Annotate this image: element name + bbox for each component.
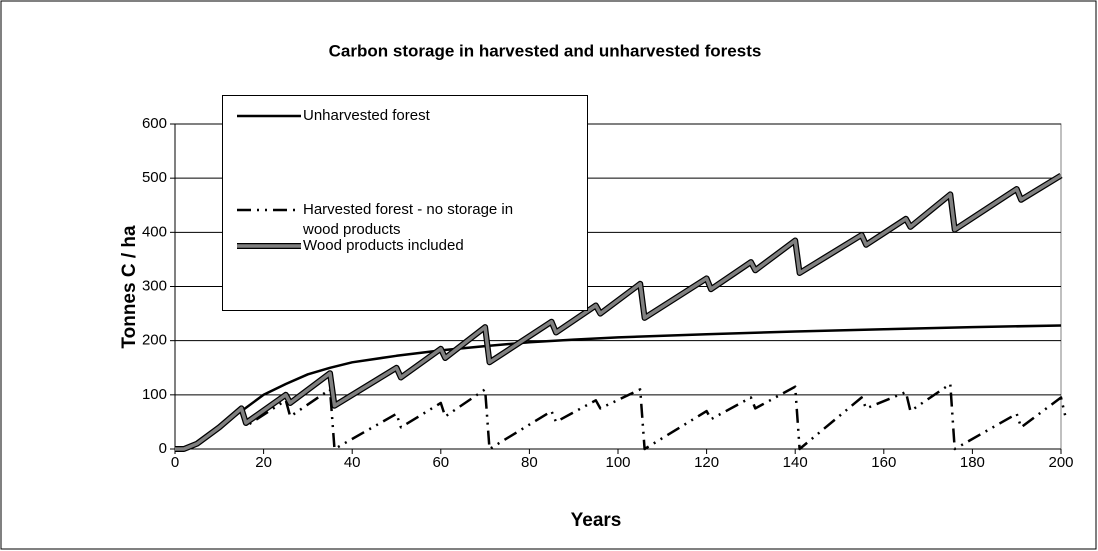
chart-title: Carbon storage in harvested and unharves… (329, 41, 762, 60)
x-tick-label: 100 (605, 454, 630, 471)
legend-label: Unharvested forest (303, 107, 430, 124)
x-tick-label: 60 (432, 454, 449, 471)
legend-swatch (237, 243, 301, 249)
y-tick-label: 100 (142, 386, 167, 403)
y-tick-label: 500 (142, 169, 167, 186)
legend-swatch (237, 114, 301, 118)
x-tick-label: 140 (783, 454, 808, 471)
x-tick-label: 160 (871, 454, 896, 471)
series-line (175, 382, 1067, 451)
legend: Unharvested forest Harvested forest - no … (222, 95, 588, 311)
x-tick-label: 80 (521, 454, 538, 471)
legend-swatch (237, 208, 301, 212)
y-axis-label: Tonnes C / ha (119, 225, 140, 349)
legend-item: Wood products included (233, 236, 553, 256)
x-tick-label: 40 (344, 454, 361, 471)
x-axis-label: Years (571, 510, 622, 531)
series-line (175, 174, 1062, 451)
y-tick-label: 0 (159, 440, 167, 457)
y-tick-label: 200 (142, 332, 167, 349)
y-tick-label: 400 (142, 223, 167, 240)
x-tick-label: 0 (171, 454, 179, 471)
legend-item: Unharvested forest (233, 106, 553, 126)
legend-label: Wood products included (303, 237, 464, 254)
x-tick-label: 20 (255, 454, 272, 471)
x-tick-label: 200 (1048, 454, 1073, 471)
y-tick-label: 600 (142, 115, 167, 132)
y-tick-label: 300 (142, 277, 167, 294)
x-tick-label: 180 (960, 454, 985, 471)
legend-item: Harvested forest - no storage in wood pr… (233, 200, 553, 240)
legend-label: Harvested forest - no storage in wood pr… (303, 201, 514, 238)
x-tick-label: 120 (694, 454, 719, 471)
